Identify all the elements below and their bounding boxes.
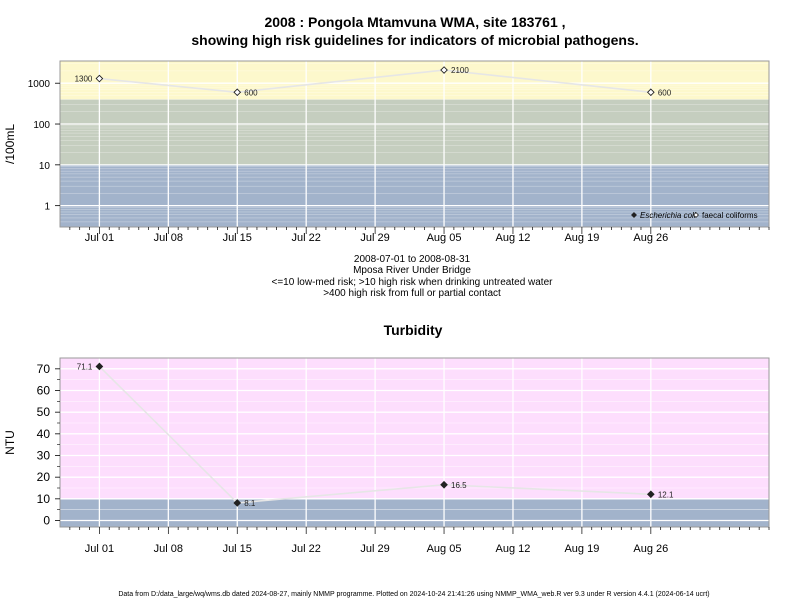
y-tick-label: 10 [37,492,51,506]
y-tick-label: 0 [43,514,50,528]
y-tick-label: 50 [37,405,51,419]
y-tick-label: 30 [37,449,51,463]
data-point-marker [233,499,242,507]
y-axis-label: NTU [3,430,17,455]
info-contact-risk: >400 high risk from full or partial cont… [323,288,501,299]
info-drinking-risk: <=10 low-med risk; >10 high risk when dr… [272,277,554,288]
y-tick-label: 40 [37,427,51,441]
data-point-marker [646,88,655,97]
x-tick-label: Aug 05 [427,232,462,244]
data-point-marker [646,490,655,499]
data-point-marker [233,88,242,97]
data-point-marker [440,480,448,489]
series-line-0 [98,365,651,504]
legend-label-0: Escherichia coli [640,211,696,220]
data-point-marker [95,74,104,83]
microbial-panel: Jul 01 Jul 08 Jul 15 Jul 22 Jul 29 Aug 05 Aug … [3,60,770,244]
info-date-range: 2008-07-01 to 2008-08-31 [354,254,471,265]
x-tick-label: Aug 12 [496,543,531,555]
legend-marker-1 [693,212,699,218]
y-tick-label: 10 [39,161,51,172]
y-tick-label: 60 [37,384,51,398]
x-tick-label: Jul 08 [154,543,183,555]
x-tick-label: Jul 22 [292,232,321,244]
x-tick-label: Jul 01 [85,543,114,555]
x-tick-label: Jul 29 [360,543,389,555]
x-tick-label: Aug 26 [633,232,668,244]
x-tick-label: Aug 19 [564,543,599,555]
data-point-marker [95,362,104,371]
x-tick-label: Aug 26 [633,543,668,555]
x-tick-label: Jul 08 [154,232,183,244]
data-label: 2100 [451,66,469,75]
chart-title-line-1: 2008 : Pongola Mtamvuna WMA, site 183761… [264,14,565,30]
risk-band-0 [60,498,769,527]
info-site-name: Mposa River Under Bridge [353,265,471,276]
legend-marker-0 [631,212,637,218]
risk-band-1 [60,99,769,165]
turbidity-title: Turbidity [384,322,443,338]
x-tick-label: Aug 19 [564,232,599,244]
y-tick-label: 100 [33,120,50,131]
y-tick-label: 70 [37,362,51,376]
turbidity-panel: Jul 01 Jul 08 Jul 15 Jul 22 Jul 29 Aug 05 Aug … [3,357,770,555]
footer-note: Data from D:/data_large/wq/wms.db dated … [118,591,709,598]
y-tick-label: 1000 [28,79,51,90]
data-label: 600 [658,88,672,97]
x-tick-label: Jul 01 [85,232,114,244]
chart-title-line-2: showing high risk guidelines for indicat… [191,32,638,48]
y-axis-label: /100mL [3,124,17,164]
x-tick-label: Jul 15 [223,232,252,244]
series-line-0 [99,69,651,94]
data-label: 12.1 [658,490,674,499]
y-tick-label: 20 [37,470,51,484]
x-tick-label: Aug 05 [427,543,462,555]
legend-label-1: faecal coliforms [702,211,758,220]
x-tick-label: Jul 29 [360,232,389,244]
x-tick-label: Jul 15 [223,543,252,555]
x-tick-label: Jul 22 [292,543,321,555]
data-label: 600 [244,88,258,97]
data-label: 8.1 [244,499,256,508]
data-label: 1300 [75,75,93,84]
data-point-marker [440,66,448,74]
y-tick-label: 1 [44,202,50,213]
x-tick-label: Aug 12 [496,232,531,244]
data-label: 71.1 [77,362,93,371]
data-label: 16.5 [451,481,467,490]
